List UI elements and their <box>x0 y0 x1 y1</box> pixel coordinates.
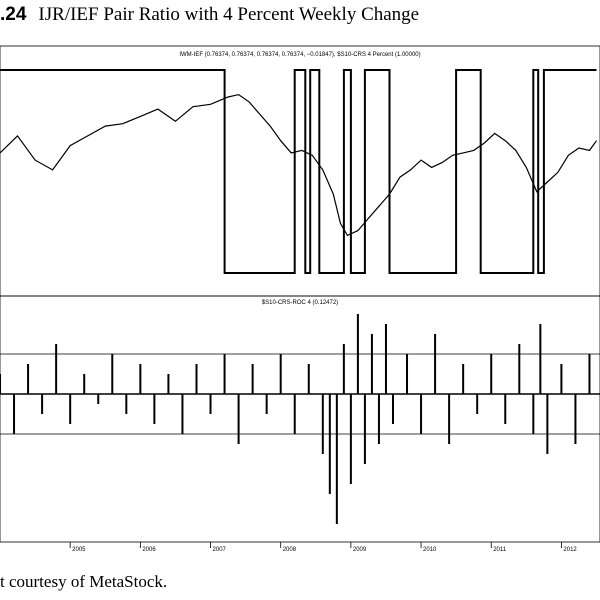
x-tick-label: 2012 <box>563 547 577 553</box>
x-axis: 2005 2006 2007 2008 2009 2010 2011 2012 <box>69 542 577 553</box>
x-tick-label: 2005 <box>72 547 86 553</box>
x-tick-label: 2011 <box>493 547 507 553</box>
upper-panel-frame <box>0 45 600 297</box>
x-tick-label: 2007 <box>213 547 227 553</box>
footer-credit: t courtesy of MetaStock. <box>0 572 168 591</box>
figure-caption: .24 IJR/IEF Pair Ratio with 4 Percent Wee… <box>0 4 419 26</box>
x-tick-label: 2010 <box>423 547 437 553</box>
ratio-line <box>0 93 597 237</box>
figure-number: .24 <box>0 4 27 25</box>
signal-step-line <box>0 69 597 274</box>
upper-legend: IWM-IEF (0.76374, 0.76374, 0.76374, 0.76… <box>179 52 420 58</box>
lower-plot <box>0 314 600 524</box>
lower-legend: $S10-CRS-ROC 4 (0.12472) <box>262 300 338 306</box>
x-tick-label: 2008 <box>283 547 297 553</box>
x-tick-label: 2009 <box>353 547 367 553</box>
figure-title: IJR/IEF Pair Ratio with 4 Percent Weekly… <box>38 4 420 25</box>
x-tick-label: 2006 <box>142 547 156 553</box>
lower-panel-frame <box>0 295 600 543</box>
upper-plot <box>0 69 597 274</box>
